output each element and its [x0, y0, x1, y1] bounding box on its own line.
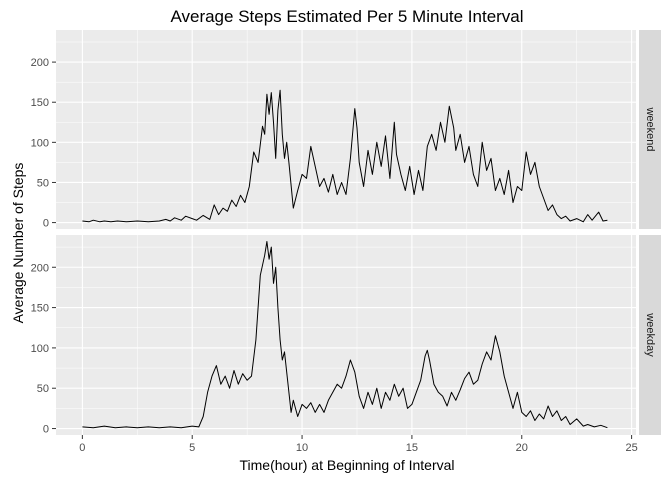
x-tick-label: 15	[406, 442, 418, 454]
y-tick-label: 100	[31, 137, 49, 149]
y-tick-label: 50	[37, 177, 49, 189]
panel-weekday: 0 50 100 150 200 weekday	[31, 235, 661, 436]
y-tick-label: 200	[31, 262, 49, 274]
panel-background	[56, 30, 636, 229]
facet-strip	[639, 235, 661, 435]
y-tick-label: 200	[31, 57, 49, 69]
facet-strip-label: weekday	[644, 312, 656, 357]
facet-strip	[639, 30, 661, 229]
series-line-weekend	[82, 89, 608, 223]
chart-title: Average Steps Estimated Per 5 Minute Int…	[170, 7, 523, 26]
x-tick-label: 0	[79, 442, 85, 454]
y-tick-label: 150	[31, 97, 49, 109]
x-tick-label: 10	[296, 442, 308, 454]
x-axis-title: Time(hour) at Beginning of Interval	[239, 457, 454, 473]
y-tick-label: 100	[31, 343, 49, 355]
x-tick-label: 20	[516, 442, 528, 454]
y-tick-label: 150	[31, 303, 49, 315]
y-tick-label: 50	[37, 383, 49, 395]
series-line-weekday	[82, 241, 608, 429]
facet-panels: 0 50 100 150 200 weekend 0 50 100 150 200 weekday 0 5…	[31, 30, 661, 454]
panel-background	[56, 235, 636, 435]
y-tick-label: 0	[43, 424, 49, 436]
y-axis-title: Average Number of Steps	[10, 163, 26, 324]
y-tick-label: 0	[43, 218, 49, 230]
x-tick-label: 25	[625, 442, 637, 454]
panel-weekend: 0 50 100 150 200 weekend	[31, 30, 661, 230]
facet-strip-label: weekend	[644, 106, 656, 151]
x-tick-label: 5	[189, 442, 195, 454]
